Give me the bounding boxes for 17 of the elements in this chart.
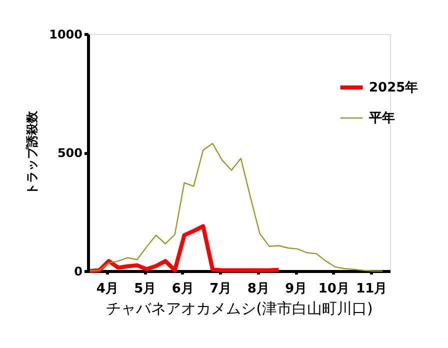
- line-series: [88, 224, 281, 273]
- legend-label: 2025年: [369, 80, 418, 96]
- y-tick-label: 0: [74, 264, 82, 278]
- x-tick-label: 4月: [96, 282, 118, 296]
- x-tick-label: 5月: [134, 282, 156, 296]
- x-tick-label: 7月: [210, 282, 232, 296]
- y-axis-title: トラップ誘殺数: [25, 110, 40, 195]
- line-series: [89, 142, 384, 272]
- x-tick-label: 8月: [247, 282, 270, 296]
- x-tick-label: 10月: [318, 282, 350, 296]
- y-tick-label: 500: [57, 146, 82, 160]
- x-tick-label: 6月: [172, 282, 194, 296]
- legend-label: 平年: [368, 111, 395, 126]
- x-tick-label: 9月: [285, 282, 308, 296]
- y-tick-label: 1000: [49, 28, 82, 42]
- x-axis-title: チャバネアオカメムシ(津市白山町川口): [106, 300, 373, 318]
- x-tick-label: 11月: [356, 282, 388, 296]
